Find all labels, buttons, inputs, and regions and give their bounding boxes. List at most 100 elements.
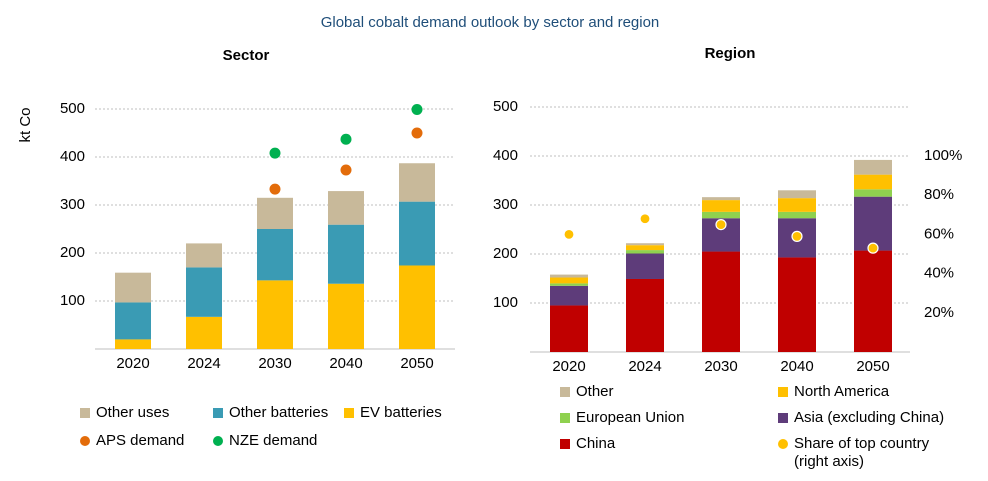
y-tick-label: 200 [493,245,518,262]
chart-title: Global cobalt demand outlook by sector a… [321,14,660,31]
legend-item: European Union [560,409,684,427]
legend-swatch [778,413,788,423]
bar-segment [328,224,364,284]
marker [791,230,803,242]
bar-segment [186,316,222,349]
y-tick-label: 400 [60,148,85,165]
marker [715,219,727,231]
bar-segment [778,211,816,219]
legend-swatch [213,408,223,418]
legend-label: China [576,435,616,452]
bar-segment [702,197,740,201]
bar-segment [854,174,892,190]
bar-segment [702,200,740,212]
legend-label: Asia (excluding China) [794,409,945,426]
x-tick-label: 2050 [400,355,433,372]
legend-item: Other [560,383,614,401]
marker [411,127,423,139]
y2-tick-label: 100% [924,147,962,164]
marker [563,228,575,240]
bar-segment [328,283,364,349]
bar-segment [399,201,435,266]
legend-swatch [560,387,570,397]
bar-segment [115,302,151,340]
legend-item: Other uses [80,404,169,422]
y-tick-label: 300 [60,196,85,213]
bar-segment [778,190,816,199]
bar-segment [399,163,435,202]
bar-segment [854,159,892,175]
bar-segment [854,250,892,352]
x-tick-label: 2020 [116,355,149,372]
y2-tick-label: 20% [924,304,954,321]
bar-segment [778,257,816,352]
legend-item: China [560,435,615,453]
x-tick-label: 2040 [780,358,813,375]
legend-swatch [213,436,223,446]
bar-segment [186,267,222,317]
y-tick-label: 200 [60,244,85,261]
bar-segment [854,196,892,251]
legend-swatch [80,436,90,446]
legend-item: Share of top country (right axis) [778,435,959,471]
y-tick-label: 100 [493,294,518,311]
legend-label: North America [794,383,890,400]
bar-segment [550,283,588,286]
x-tick-label: 2050 [856,358,889,375]
legend-label: APS demand [96,432,185,449]
legend-label: NZE demand [229,432,318,449]
legend-label: Other uses [96,404,170,421]
bar-segment [626,253,664,279]
legend-item: Asia (excluding China) [778,409,944,427]
bar-segment [115,339,151,349]
legend-swatch [778,439,788,449]
bar-segment [550,285,588,306]
x-tick-label: 2030 [258,355,291,372]
legend-swatch [560,413,570,423]
y2-tick-label: 80% [924,186,954,203]
legend-swatch [778,387,788,397]
bar-segment [550,305,588,352]
chart-subtitle: Sector [223,47,270,64]
marker [639,213,651,225]
bar-segment [186,243,222,268]
legend-item: NZE demand [213,432,317,450]
legend-item: North America [778,383,889,401]
marker [269,183,281,195]
y-tick-label: 500 [60,100,85,117]
y2-tick-label: 60% [924,225,954,242]
bar-segment [257,197,293,229]
marker [269,147,281,159]
legend-swatch [560,439,570,449]
x-tick-label: 2024 [187,355,220,372]
bar-segment [550,277,588,284]
y-tick-label: 300 [493,196,518,213]
bar-segment [257,229,293,281]
bar-segment [854,189,892,197]
bar-segment [702,211,740,219]
x-tick-label: 2030 [704,358,737,375]
marker [340,164,352,176]
bar-segment [328,191,364,225]
legend-swatch [80,408,90,418]
bar-segment [778,198,816,212]
y2-tick-label: 40% [924,265,954,282]
legend-item: APS demand [80,432,184,450]
bar-segment [550,274,588,278]
legend-item: Other batteries [213,404,328,422]
chart-subtitle: Region [705,45,756,62]
x-tick-label: 2020 [552,358,585,375]
y-axis-label: kt Co [17,107,34,142]
y-tick-label: 500 [493,98,518,115]
bar-segment [626,278,664,352]
marker [411,103,423,115]
legend-swatch [344,408,354,418]
legend-label: EV batteries [360,404,442,421]
y-tick-label: 100 [60,292,85,309]
bar-segment [626,243,664,246]
marker [867,242,879,254]
legend-label: European Union [576,409,685,426]
legend-label: Share of top country (right axis) [794,435,930,470]
